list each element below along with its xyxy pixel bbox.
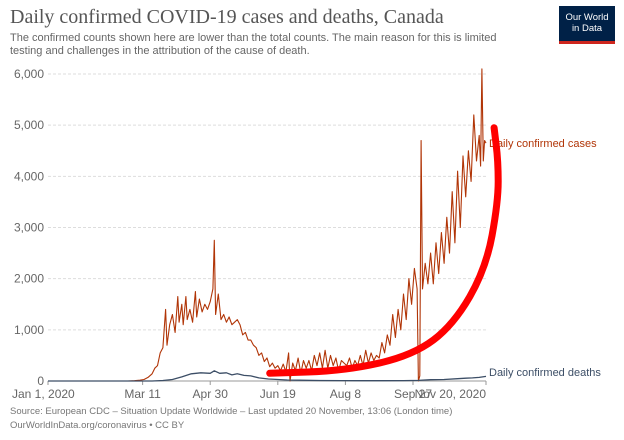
owid-logo[interactable]: Our World in Data <box>559 6 615 44</box>
x-tick-label: Mar 11 <box>124 387 161 401</box>
y-tick-label: 1,000 <box>14 323 44 337</box>
x-tick-label: Jun 19 <box>260 387 296 401</box>
y-axis: 0 1,000 2,000 3,000 4,000 5,000 6,000 <box>14 67 44 388</box>
x-tick-label: Nov 20, 2020 <box>415 387 487 401</box>
y-tick-label: 6,000 <box>14 67 44 81</box>
annotation <box>266 124 502 377</box>
logo-line-1: Our World <box>565 12 609 23</box>
logo-line-2: in Data <box>571 23 603 34</box>
x-tick-label: Aug 8 <box>330 387 362 401</box>
y-tick-label: 2,000 <box>14 272 44 286</box>
deaths-label: Daily confirmed deaths <box>489 367 601 379</box>
red-annotation-stroke <box>266 124 502 377</box>
source-note: Source: European CDC – Situation Update … <box>10 406 453 417</box>
credit-link[interactable]: OurWorldInData.org/coronavirus • CC BY <box>10 420 185 431</box>
x-axis: Jan 1, 2020 Mar 11 Apr 30 Jun 19 Aug 8 Sep 27… <box>12 381 487 401</box>
chart-subtitle: The confirmed counts shown here are lowe… <box>10 32 497 57</box>
x-tick-label: Apr 30 <box>193 387 229 401</box>
y-tick-label: 3,000 <box>14 221 44 235</box>
x-tick-label: Jan 1, 2020 <box>12 387 75 401</box>
x-tick-label: Sep 27 <box>394 387 432 401</box>
cases-label: Daily confirmed cases <box>489 138 597 150</box>
cases-line <box>48 68 487 382</box>
series-lines <box>48 68 487 382</box>
deaths-line <box>48 370 487 382</box>
y-tick-label: 5,000 <box>14 118 44 132</box>
chart-title: Daily confirmed COVID-19 cases and death… <box>10 6 444 28</box>
series-labels: Daily confirmed cases Daily confirmed dea… <box>489 138 601 379</box>
y-tick-label: 0 <box>37 374 44 388</box>
y-tick-label: 4,000 <box>14 169 44 183</box>
